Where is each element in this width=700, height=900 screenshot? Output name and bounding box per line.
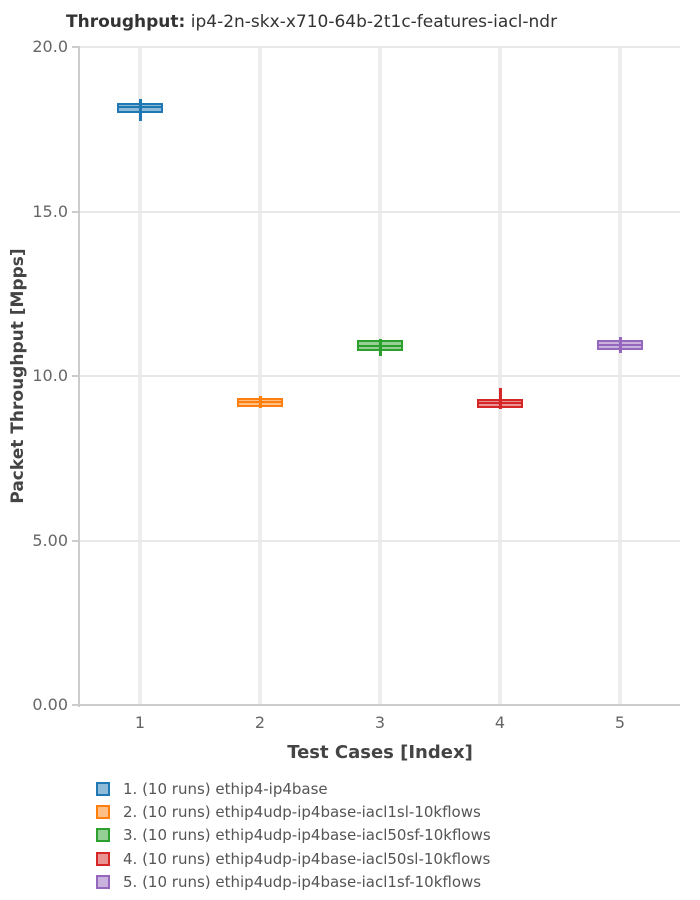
- boxplot-median: [599, 343, 641, 346]
- legend-label: 5. (10 runs) ethip4udp-ip4base-iacl1sf-1…: [123, 872, 482, 891]
- y-tick-label: 0.00: [32, 695, 68, 714]
- y-axis-title: Packet Throughput [Mpps]: [8, 248, 28, 504]
- boxplot-whisker: [498, 387, 502, 409]
- y-axis-line: [78, 47, 80, 707]
- chart-title-prefix: Throughput:: [66, 12, 186, 32]
- legend-swatch-icon: [96, 828, 110, 843]
- boxplot-median: [119, 106, 161, 109]
- legend-swatch-icon: [96, 804, 110, 819]
- x-tick-label: 3: [374, 713, 386, 732]
- y-gridline: [80, 46, 680, 48]
- y-tick-mark: [72, 539, 80, 542]
- y-tick-label: 10.0: [32, 366, 68, 385]
- legend: 1. (10 runs) ethip4-ip4base 2. (10 runs) …: [96, 777, 491, 893]
- legend-item[interactable]: 3. (10 runs) ethip4udp-ip4base-iacl50sf-…: [96, 824, 491, 847]
- legend-item[interactable]: 5. (10 runs) ethip4udp-ip4base-iacl1sf-1…: [96, 870, 491, 893]
- y-gridline: [80, 539, 680, 542]
- x-tick-label: 1: [134, 713, 146, 732]
- legend-label: 2. (10 runs) ethip4udp-ip4base-iacl1sl-1…: [123, 802, 481, 821]
- y-tick-label: 5.00: [32, 530, 68, 550]
- chart-title-text: ip4-2n-skx-x710-64b-2t1c-features-iacl-n…: [185, 12, 558, 32]
- legend-swatch-icon: [96, 874, 110, 889]
- legend-label: 1. (10 runs) ethip4-ip4base: [123, 779, 328, 798]
- chart-title: Throughput: ip4-2n-skx-x710-64b-2t1c-fea…: [66, 12, 557, 32]
- y-tick-label: 20.0: [32, 37, 68, 56]
- legend-label: 3. (10 runs) ethip4udp-ip4base-iacl50sf-…: [123, 826, 491, 845]
- y-gridline: [80, 210, 680, 213]
- x-tick-label: 5: [614, 713, 626, 732]
- legend-item[interactable]: 1. (10 runs) ethip4-ip4base: [96, 777, 491, 800]
- legend-label: 4. (10 runs) ethip4udp-ip4base-iacl50sl-…: [123, 849, 491, 868]
- y-tick-mark: [72, 704, 80, 706]
- boxplot-median: [479, 402, 521, 405]
- y-tick-mark: [72, 375, 80, 377]
- x-axis-title: Test Cases [Index]: [287, 742, 473, 763]
- legend-item[interactable]: 4. (10 runs) ethip4udp-ip4base-iacl50sl-…: [96, 847, 491, 870]
- y-gridline: [80, 375, 680, 377]
- y-tick-mark: [72, 210, 80, 213]
- y-tick-mark: [72, 46, 80, 48]
- legend-swatch-icon: [96, 851, 110, 866]
- y-tick-label: 15.0: [32, 201, 68, 221]
- x-tick-label: 2: [254, 713, 266, 732]
- legend-swatch-icon: [96, 781, 110, 796]
- boxplot-median: [239, 400, 281, 403]
- legend-item[interactable]: 2. (10 runs) ethip4udp-ip4base-iacl1sl-1…: [96, 800, 491, 823]
- x-tick-label: 4: [494, 713, 506, 732]
- x-axis-line: [78, 704, 680, 706]
- boxplot-median: [359, 344, 401, 347]
